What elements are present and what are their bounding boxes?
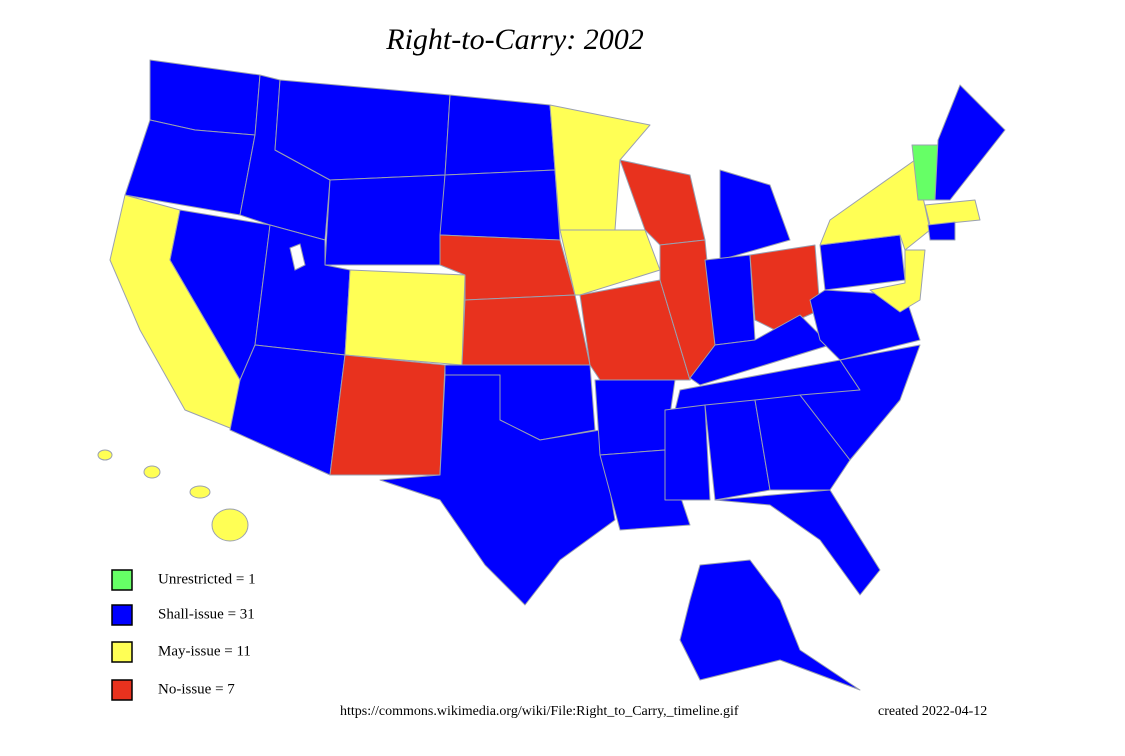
hawaii xyxy=(189,485,211,499)
map-title: Right-to-Carry: 2002 xyxy=(385,23,643,56)
legend-swatch xyxy=(111,641,133,663)
hawaii xyxy=(143,465,161,479)
legend: Unrestricted = 1 Shall-issue = 31 May-issu… xyxy=(111,569,256,701)
arizona xyxy=(229,344,346,476)
new-mexico xyxy=(329,354,446,476)
iowa xyxy=(559,229,661,296)
created-date: created 2022-04-12 xyxy=(878,704,987,719)
michigan xyxy=(719,169,791,261)
legend-swatch xyxy=(111,569,133,591)
hawaii xyxy=(211,508,249,542)
legend-swatch xyxy=(111,604,133,626)
georgia xyxy=(754,394,851,491)
lake xyxy=(289,243,306,271)
arkansas xyxy=(594,379,676,456)
connecticut xyxy=(927,221,956,241)
kansas xyxy=(461,294,591,366)
legend-label: No-issue = 7 xyxy=(158,681,235,697)
source-url: https://commons.wikimedia.org/wiki/File:… xyxy=(340,704,739,719)
wyoming xyxy=(324,174,446,266)
north-dakota xyxy=(444,94,556,176)
texas xyxy=(379,374,616,606)
legend-swatch xyxy=(111,679,133,701)
colorado xyxy=(344,269,466,366)
mid-atlantic xyxy=(869,249,926,313)
massachusetts xyxy=(924,199,981,226)
alaska xyxy=(679,559,861,691)
mississippi xyxy=(664,404,711,501)
legend-label: Shall-issue = 31 xyxy=(158,606,255,622)
hawaii xyxy=(97,449,113,461)
kentucky xyxy=(689,314,831,386)
carolinas xyxy=(799,344,921,461)
florida xyxy=(714,489,881,596)
states xyxy=(97,59,1006,691)
new-england-north xyxy=(934,84,1006,201)
legend-label: May-issue = 11 xyxy=(158,643,251,659)
legend-label: Unrestricted = 1 xyxy=(158,571,256,587)
south-dakota xyxy=(439,169,561,241)
